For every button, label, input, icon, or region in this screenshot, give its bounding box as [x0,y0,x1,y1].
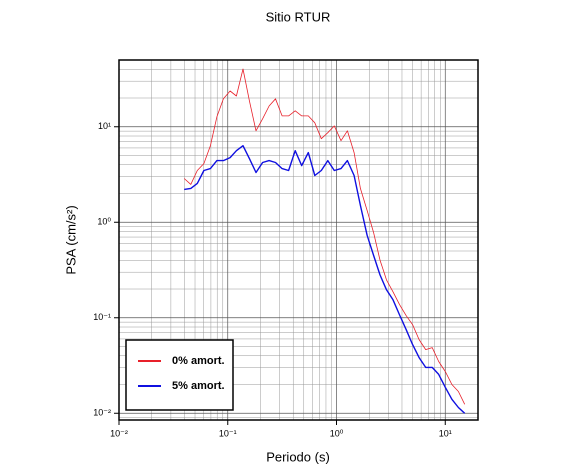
legend-box [125,339,234,411]
x-tick-label: 10⁰ [330,428,344,438]
plot-frame [118,59,479,421]
series-line [184,145,466,414]
y-tick-label: 10⁰ [97,217,111,227]
x-tick-label: 10¹ [439,428,452,438]
legend-label: 0% amort. [172,355,225,367]
x-tick-label: 10⁻¹ [219,428,237,438]
legend-label: 5% amort. [172,380,225,392]
y-tick-label: 10⁻¹ [93,312,111,322]
legend: 0% amort. 5% amort. [125,339,234,411]
y-axis-label: PSA (cm/s²) [63,205,78,274]
chart-title: Sitio RTUR [266,9,331,24]
y-tick-label: 10¹ [98,121,111,131]
y-tick-label: 10⁻² [93,408,111,418]
x-axis-label: Periodo (s) [266,449,330,464]
series-line [183,68,466,405]
x-tick-label: 10⁻² [110,428,128,438]
